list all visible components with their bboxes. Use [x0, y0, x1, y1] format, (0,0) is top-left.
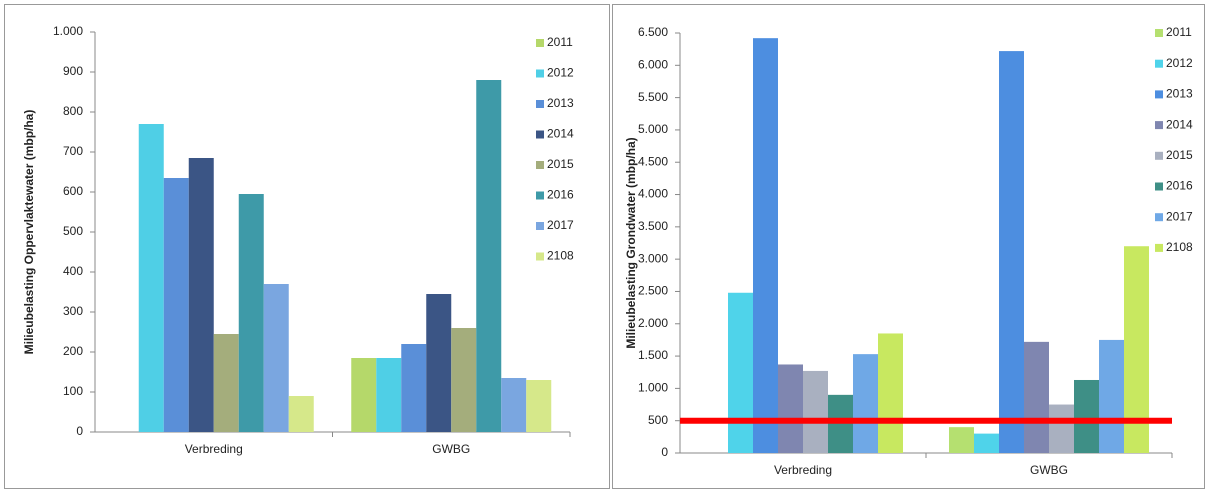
bar: [526, 380, 552, 432]
legend-label: 2016: [547, 188, 574, 202]
y-tick-label: 3.000: [638, 251, 668, 265]
y-tick-label: 500: [63, 224, 83, 238]
legend-swatch: [1155, 121, 1163, 130]
legend-label: 2013: [1166, 87, 1193, 101]
legend-swatch: [536, 130, 544, 139]
y-tick-label: 0: [76, 424, 83, 438]
y-tick-label: 600: [63, 184, 83, 198]
bar: [401, 344, 427, 432]
bar: [1074, 379, 1099, 453]
bar: [853, 354, 878, 453]
y-tick-label: 2.500: [638, 284, 668, 298]
bar: [728, 292, 753, 453]
legend-label: 2015: [547, 157, 574, 171]
y-tick-label: 0: [661, 445, 668, 459]
legend-swatch: [536, 100, 544, 108]
y-tick-label: 5.000: [638, 122, 668, 136]
bar: [188, 158, 214, 432]
y-tick-label: 1.000: [53, 24, 83, 38]
bar: [138, 124, 164, 432]
legend-label: 2012: [547, 66, 574, 80]
bar: [426, 294, 452, 432]
bar: [828, 394, 853, 453]
panel-border: [4, 4, 610, 489]
legend-swatch: [1155, 182, 1163, 191]
y-tick-label: 200: [63, 344, 83, 358]
legend-swatch: [1155, 90, 1163, 99]
bar: [238, 194, 264, 432]
x-tick-label: Verbreding: [185, 442, 243, 456]
bar: [501, 378, 527, 432]
legend-swatch: [1155, 213, 1163, 222]
y-tick-label: 5.500: [638, 90, 668, 104]
y-tick-label: 100: [63, 384, 83, 398]
y-tick-label: 500: [648, 413, 668, 427]
y-tick-label: 4.500: [638, 154, 668, 168]
legend-swatch: [536, 222, 544, 230]
y-axis-title: Milieubelasting Grondwater (mbp/ha): [624, 137, 638, 348]
bar: [878, 333, 903, 453]
legend-label: 2012: [1166, 56, 1193, 70]
bar: [376, 358, 402, 432]
bar: [213, 334, 239, 432]
bar: [778, 364, 803, 453]
bar: [974, 433, 999, 453]
y-tick-label: 2.000: [638, 316, 668, 330]
legend-swatch: [536, 39, 544, 47]
y-tick-label: 800: [63, 104, 83, 118]
y-tick-label: 3.500: [638, 219, 668, 233]
legend-label: 2015: [1166, 148, 1193, 162]
legend-label: 2017: [547, 218, 574, 232]
y-tick-label: 700: [63, 144, 83, 158]
legend-label: 2013: [547, 96, 574, 110]
bar: [263, 284, 289, 432]
legend-swatch: [536, 69, 544, 78]
legend-label: 2017: [1166, 209, 1193, 223]
legend-label: 2011: [1166, 25, 1192, 39]
bar: [1099, 339, 1124, 453]
legend-label: 2014: [1166, 117, 1193, 131]
x-tick-label: GWBG: [1030, 463, 1068, 477]
bar: [999, 51, 1024, 453]
bar: [803, 370, 828, 453]
y-tick-label: 6.500: [638, 25, 668, 39]
legend-label: 2108: [547, 249, 574, 263]
legend-swatch: [1155, 29, 1163, 37]
legend-swatch: [536, 161, 544, 169]
bar: [351, 358, 377, 432]
legend-label: 2016: [1166, 179, 1193, 193]
x-tick-label: Verbreding: [774, 463, 832, 477]
x-tick-label: GWBG: [432, 442, 470, 456]
legend-label: 2011: [547, 35, 573, 49]
y-tick-label: 6.000: [638, 57, 668, 71]
y-axis-title: Milieubelasting Oppervlaktewater (mbp/ha…: [22, 110, 36, 355]
bar: [1049, 404, 1074, 453]
bar: [476, 80, 502, 432]
y-tick-label: 1.500: [638, 348, 668, 362]
y-tick-label: 400: [63, 264, 83, 278]
panel-border: [612, 4, 1205, 489]
y-tick-label: 300: [63, 304, 83, 318]
legend-label: 2014: [547, 127, 574, 141]
legend-swatch: [536, 252, 544, 261]
bar: [1024, 341, 1049, 453]
legend-swatch: [1155, 151, 1163, 160]
legend-label: 2108: [1166, 240, 1193, 254]
legend-swatch: [536, 191, 544, 200]
legend-swatch: [1155, 59, 1163, 68]
y-tick-label: 4.000: [638, 187, 668, 201]
bar: [753, 38, 778, 454]
y-tick-label: 1.000: [638, 381, 668, 395]
legend-swatch: [1155, 243, 1163, 252]
bar: [288, 396, 314, 432]
bar: [163, 178, 189, 432]
bar: [949, 427, 974, 453]
y-tick-label: 900: [63, 64, 83, 78]
bar: [451, 328, 477, 432]
